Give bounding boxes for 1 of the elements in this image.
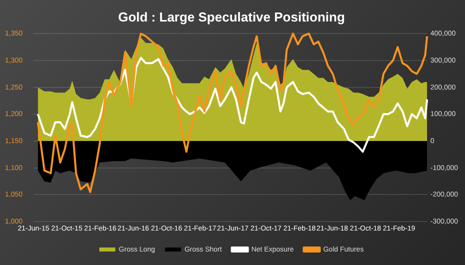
chart-title: Gold : Large Speculative Positioning: [118, 9, 345, 24]
